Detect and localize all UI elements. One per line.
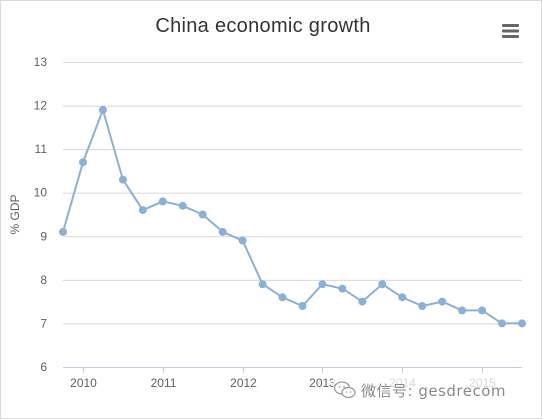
data-point[interactable]	[398, 293, 407, 302]
data-point[interactable]	[118, 175, 127, 184]
chart-menu-button[interactable]	[499, 21, 523, 41]
data-point[interactable]	[98, 105, 107, 114]
y-axis-ticks: 6 7 8 9 10 11 12 13	[34, 55, 48, 374]
watermark-text: 微信号: gesdrecom	[361, 381, 507, 400]
y-tick-label: 11	[35, 142, 48, 156]
data-point[interactable]	[518, 319, 526, 328]
wechat-icon	[333, 381, 356, 399]
hamburger-menu-icon	[502, 24, 519, 38]
data-point[interactable]	[318, 280, 327, 289]
data-point[interactable]	[438, 297, 447, 306]
chart-title: China economic growth	[155, 15, 371, 37]
data-point[interactable]	[59, 227, 67, 236]
y-tick-label: 8	[40, 273, 47, 287]
data-point[interactable]	[338, 284, 347, 293]
data-point[interactable]	[218, 227, 227, 236]
data-point[interactable]	[79, 158, 87, 167]
data-point[interactable]	[278, 293, 287, 302]
data-point[interactable]	[478, 306, 487, 315]
y-tick-label: 7	[40, 316, 47, 330]
data-point[interactable]	[198, 210, 207, 219]
data-point[interactable]	[238, 236, 247, 245]
data-point[interactable]	[158, 197, 167, 206]
x-tick-label: 2011	[151, 376, 177, 390]
series-line	[62, 108, 522, 325]
data-point[interactable]	[298, 302, 307, 310]
y-tick-label: 12	[34, 99, 48, 113]
watermark: 微信号: gesdrecom	[333, 377, 533, 403]
data-point[interactable]	[418, 302, 427, 310]
x-tick-label: 2012	[230, 376, 257, 390]
series-growth	[59, 105, 526, 328]
y-tick-label: 6	[40, 360, 47, 374]
data-point[interactable]	[378, 280, 387, 289]
y-axis-title: % GDP	[8, 194, 22, 234]
gridlines	[63, 62, 522, 368]
data-point[interactable]	[258, 280, 267, 289]
y-tick-label: 13	[34, 55, 48, 69]
data-point[interactable]	[178, 201, 187, 210]
y-tick-label: 10	[34, 186, 48, 200]
data-point[interactable]	[358, 297, 367, 306]
data-point[interactable]	[458, 306, 467, 315]
data-point[interactable]	[138, 206, 147, 215]
x-tick-label: 2010	[70, 376, 97, 390]
y-tick-label: 9	[40, 229, 47, 243]
data-point[interactable]	[498, 319, 506, 328]
x-tick-label: 2013	[309, 376, 336, 390]
